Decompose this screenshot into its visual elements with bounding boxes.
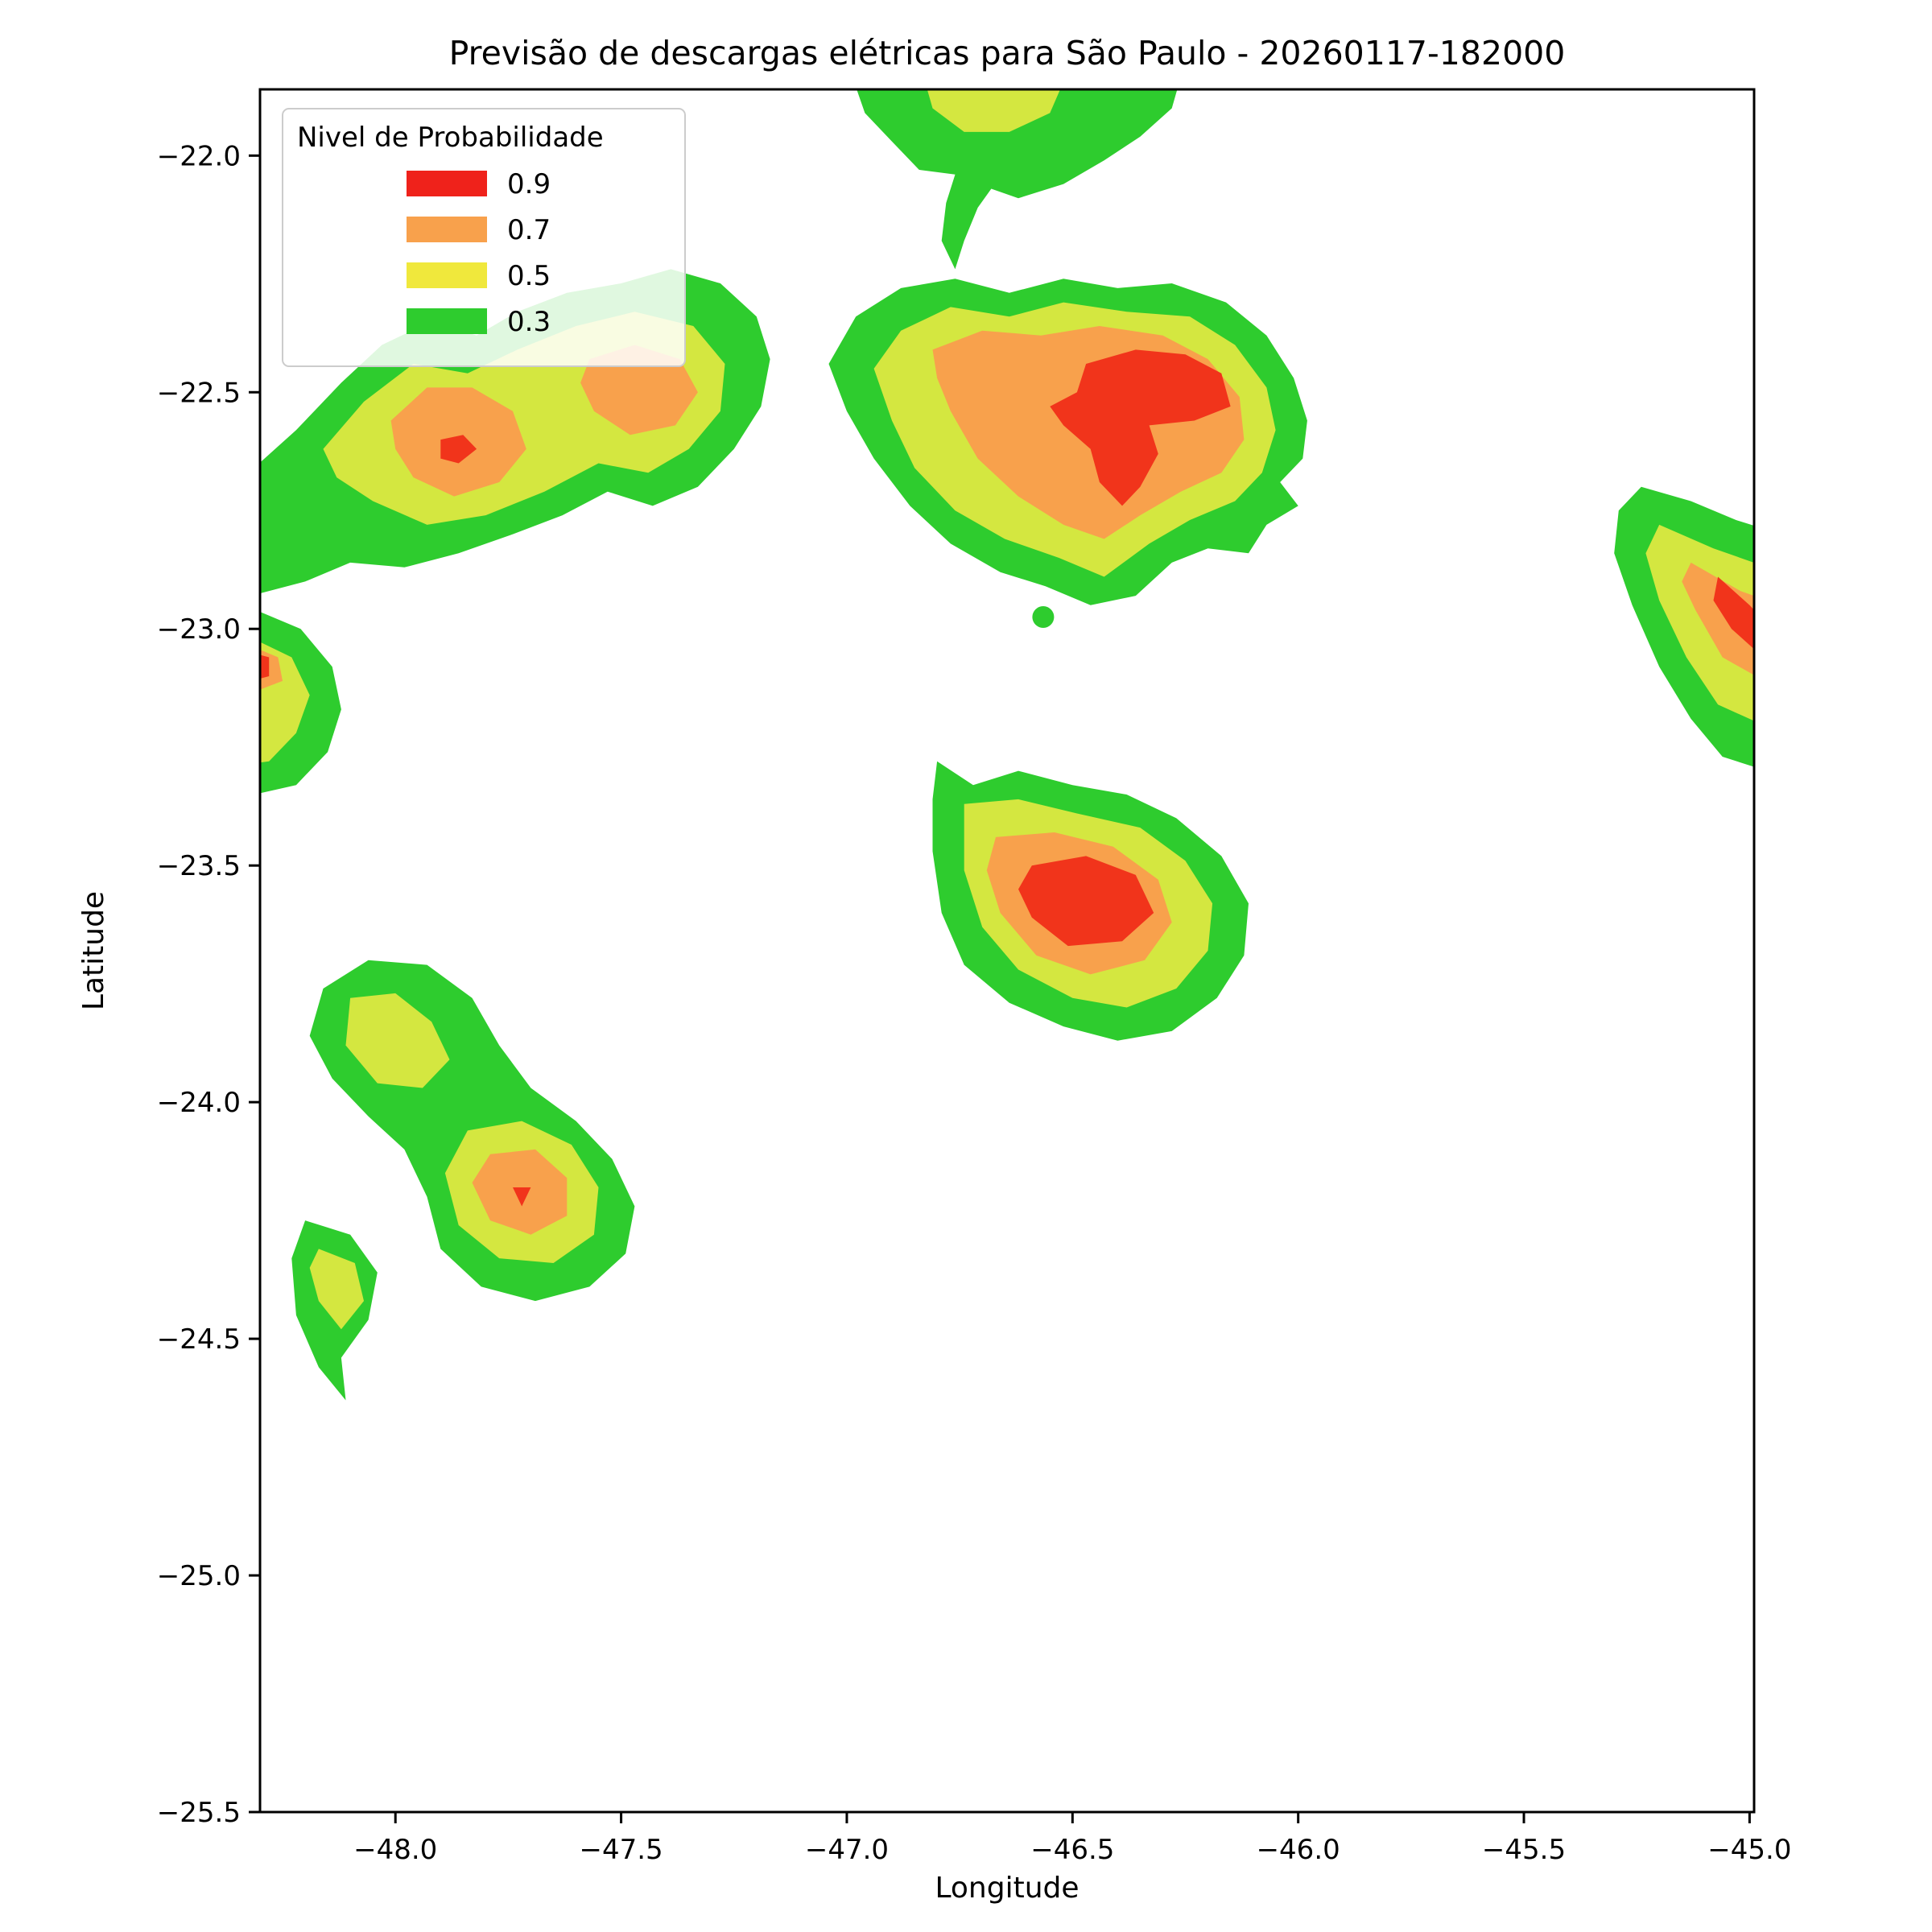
contour-southwest-east-lobe-0.9 (513, 1187, 531, 1207)
y-tick-label: −25.0 (157, 1560, 241, 1592)
contour-east-edge-0.7 (1682, 562, 1754, 675)
contour-northwest-east-lobe-0.7 (580, 345, 698, 436)
y-tick-label: −25.5 (157, 1797, 241, 1829)
x-tick-label: −48.0 (353, 1834, 437, 1866)
y-tick-label: −22.0 (157, 140, 241, 172)
axes-spines (258, 88, 1756, 1814)
legend-swatch-0.9 (407, 171, 487, 196)
legend-title: Nivel de Probabilidade (297, 122, 604, 154)
contour-northwest-west-lobe-0.9 (440, 435, 477, 464)
legend-label-0.5: 0.5 (507, 260, 551, 292)
chart-title: Previsão de descargas elétricas para São… (449, 34, 1566, 72)
contour-north-wedge-0.3 (857, 89, 1178, 270)
y-tick-label: −24.5 (157, 1323, 241, 1356)
legend-items: 0.9 0.7 0.5 0.3 (407, 168, 551, 338)
contour-west-edge-0.9 (260, 654, 270, 679)
contour-far-southwest-0.5 (309, 1249, 364, 1330)
y-tick-label: −22.5 (157, 377, 241, 409)
x-tick-label: −45.0 (1707, 1834, 1791, 1866)
y-tick-label: −23.5 (157, 850, 241, 882)
legend: Nivel de Probabilidade 0.9 0.7 0.5 0.3 (282, 108, 686, 367)
contour-southwest-west-lobe-0.5 (345, 993, 450, 1088)
legend-label-0.3: 0.3 (507, 306, 551, 338)
y-tick-label: −24.0 (157, 1087, 241, 1119)
x-axis-label: Longitude (935, 1872, 1079, 1905)
contour-east-edge-0.5 (1645, 524, 1754, 721)
x-tick-label: −45.5 (1482, 1834, 1566, 1866)
legend-label-0.9: 0.9 (507, 168, 551, 200)
axis-ticks: −48.0 −47.5 −47.0 −46.5 −46.0 −45.5 −45.0 −22.0… (157, 140, 1792, 1866)
x-tick-label: −47.0 (805, 1834, 889, 1866)
contour-central-dot-0.3 (1032, 606, 1055, 628)
contour-east-edge-0.9 (1713, 576, 1754, 650)
legend-swatch-0.7 (407, 217, 487, 242)
legend-swatch-0.3 (407, 308, 487, 334)
x-tick-label: −46.0 (1257, 1834, 1340, 1866)
x-tick-label: −46.5 (1030, 1834, 1114, 1866)
legend-swatch-0.5 (407, 262, 487, 288)
x-tick-label: −47.5 (579, 1834, 663, 1866)
y-tick-label: −23.0 (157, 613, 241, 646)
contour-central-north-0.9 (1050, 349, 1231, 506)
contour-central-south-0.9 (1018, 856, 1154, 947)
contour-north-wedge-0.5 (927, 89, 1061, 132)
y-axis-label: Latitude (77, 891, 110, 1010)
legend-label-0.7: 0.7 (507, 214, 551, 246)
